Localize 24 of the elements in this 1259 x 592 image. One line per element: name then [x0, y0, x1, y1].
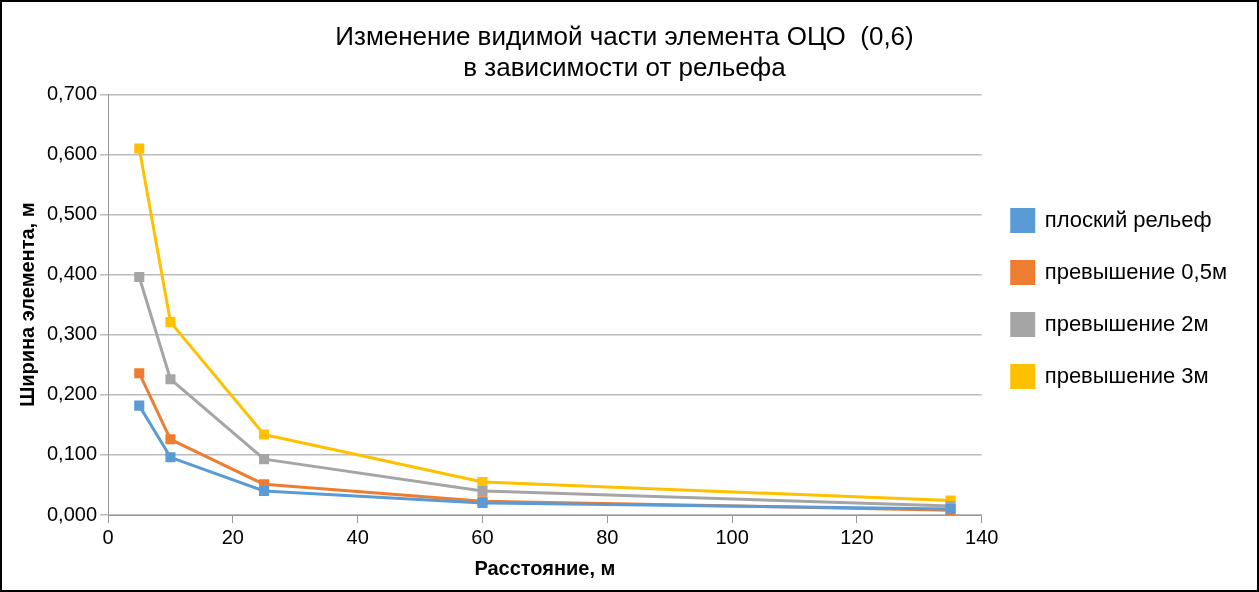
legend-label: превышение 3м [1044, 362, 1209, 388]
y-tick-label: 0,300 [46, 322, 98, 345]
legend-label: превышение 0,5м [1044, 258, 1227, 284]
y-tick-label: 0,200 [46, 382, 98, 405]
x-tick-label: 40 [346, 525, 369, 548]
x-tick-label: 100 [715, 525, 749, 548]
x-axis-title: Расстояние, м [474, 556, 616, 579]
text: в зависимости от рельефа [463, 51, 786, 82]
y-tick-label: 0,600 [46, 142, 98, 164]
legend-label: плоский рельеф [1044, 206, 1212, 232]
x-tick-label: 0 [102, 525, 114, 548]
legend-label: превышение 2м [1044, 310, 1209, 336]
x-tick-label: 80 [596, 525, 619, 548]
y-tick-label: 0,700 [46, 81, 98, 104]
y-tick-label: 0,100 [46, 442, 98, 465]
y-axis-title: Ширина элемента, м [15, 202, 38, 407]
text: Изменение видимой части элемента ОЦО (0,6) [335, 20, 914, 51]
x-tick-label: 60 [471, 525, 494, 548]
y-tick-label: 0,500 [46, 202, 98, 225]
y-tick-label: 0,000 [46, 502, 98, 525]
x-tick-label: 120 [840, 525, 874, 548]
x-tick-label: 140 [965, 525, 999, 548]
x-tick-label: 20 [221, 525, 244, 548]
y-tick-label: 0,400 [46, 262, 98, 285]
